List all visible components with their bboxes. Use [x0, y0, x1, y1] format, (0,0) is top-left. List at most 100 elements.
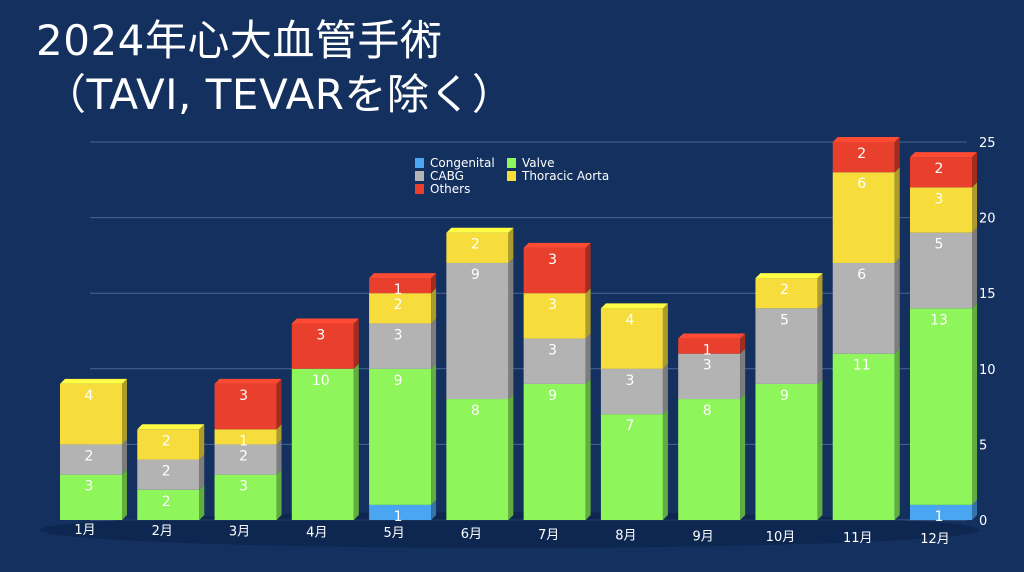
legend-swatch [507, 171, 516, 181]
bar-group: 10 3 [291, 318, 359, 520]
x-tick-label: 9月 [693, 529, 714, 544]
bar-segment-side [817, 378, 823, 520]
legend-item: Thoracic Aorta [507, 169, 609, 183]
bar-top-face [910, 152, 977, 158]
x-tick-label: 8月 [615, 529, 636, 544]
bar-segment [446, 232, 509, 263]
legend-swatch [415, 184, 424, 194]
bar-value-label: 8 [703, 403, 712, 419]
bar-segment [755, 383, 818, 520]
y-tick-label: 0 [979, 514, 987, 529]
bar-group: 9 5 2 [755, 273, 823, 520]
y-tick-label: 10 [979, 363, 996, 378]
bar-value-label: 2 [780, 282, 789, 298]
floor-shadow [40, 512, 980, 548]
bar-value-label: 2 [857, 146, 866, 162]
legend-label: Thoracic Aorta [521, 169, 609, 183]
bar-segment-side [972, 182, 977, 233]
bar-segment [291, 368, 354, 520]
bar-value-label: 4 [85, 388, 94, 404]
x-tick-label: 1月 [74, 523, 95, 538]
bar-segment [755, 308, 818, 384]
bar-value-label: 2 [935, 161, 944, 177]
bar-segment-side [894, 137, 900, 173]
bar-top-face [600, 303, 668, 309]
y-axis: 0 5 10 15 20 25 [979, 136, 996, 529]
bar-group: 8 31 [678, 333, 746, 520]
bar-segment-side [740, 333, 746, 354]
bar-segment [600, 368, 663, 415]
bar-segment-side [431, 273, 437, 294]
legend-item: CABG [415, 169, 464, 183]
bar-segment [600, 414, 663, 520]
bar-segment-side [585, 378, 591, 520]
bar-value-label: 1 [239, 433, 248, 449]
bar-value-label: 2 [162, 494, 171, 510]
bar-segment [369, 323, 432, 369]
bar-segment [214, 444, 277, 475]
bar-segment [678, 353, 741, 400]
bar-segment [678, 399, 741, 520]
x-tick-label: 4月 [306, 525, 327, 540]
bar-value-label: 1 [703, 343, 712, 359]
bar-value-label: 9 [394, 373, 403, 389]
bar-value-label: 6 [857, 176, 866, 192]
bar-value-label: 3 [85, 479, 94, 495]
bar-group: 3 2 4 [60, 378, 127, 520]
bar-segment-side [817, 273, 823, 309]
bar-segment-side [508, 394, 514, 520]
bar-top-face [678, 333, 746, 339]
bar-top-face [137, 424, 205, 430]
bar-segment-side [894, 348, 900, 520]
x-tick-label: 10月 [766, 530, 796, 545]
bar-value-label: 6 [857, 267, 866, 283]
bar-top-face [369, 273, 437, 279]
y-tick-label: 25 [979, 136, 996, 151]
bar-segment-side [972, 227, 977, 309]
legend-swatch [415, 171, 424, 181]
bar-segment [600, 308, 663, 369]
bar-segment-side [276, 378, 282, 430]
bar-value-label: 13 [930, 312, 948, 328]
y-tick-label: 5 [979, 438, 987, 453]
bar-top-face [755, 273, 823, 279]
bar-segment-side [662, 363, 668, 415]
bar-segment-side [122, 439, 127, 475]
bar-segment-side [740, 348, 746, 400]
bar-value-label: 11 [853, 358, 871, 374]
bar-segment [446, 399, 509, 520]
bar-segment-side [431, 499, 437, 520]
bar-segment-side [276, 424, 282, 445]
bar-top-face [832, 137, 900, 142]
bar-value-label: 7 [625, 418, 634, 434]
bar-value-label: 9 [780, 388, 789, 404]
chart-bars: 3242223213103193218929333734831952116621… [60, 137, 977, 525]
legend-swatch [415, 158, 424, 168]
bar-segment [523, 247, 586, 294]
bar-value-label: 9 [548, 388, 557, 404]
bar-segment [832, 262, 895, 354]
chart-title: 2024年心大血管手術 （TAVI, TEVARを除く） [36, 14, 514, 122]
bar-segment-side [662, 409, 668, 520]
legend-label: Others [430, 182, 470, 196]
bar-group: 8 9 2 [446, 227, 514, 520]
bar-segment [523, 338, 586, 384]
bar-value-label: 2 [471, 237, 480, 253]
bar-segment-side [972, 152, 977, 188]
bar-segment [60, 383, 122, 445]
bar-value-label: 3 [394, 327, 403, 343]
bar-segment [910, 187, 972, 233]
bar-segment [369, 504, 432, 520]
bar-segment-side [972, 499, 977, 520]
bar-segment [369, 278, 432, 294]
bar-segment [832, 142, 895, 173]
bar-segment-side [508, 257, 514, 400]
bar-top-face [291, 318, 359, 324]
bar-segment [910, 157, 972, 188]
bar-value-label: 3 [935, 191, 944, 207]
bar-group: 3 21 3 [214, 378, 282, 520]
bar-value-label: 2 [394, 297, 403, 313]
legend-label: CABG [430, 169, 464, 183]
bar-segment [137, 489, 200, 520]
